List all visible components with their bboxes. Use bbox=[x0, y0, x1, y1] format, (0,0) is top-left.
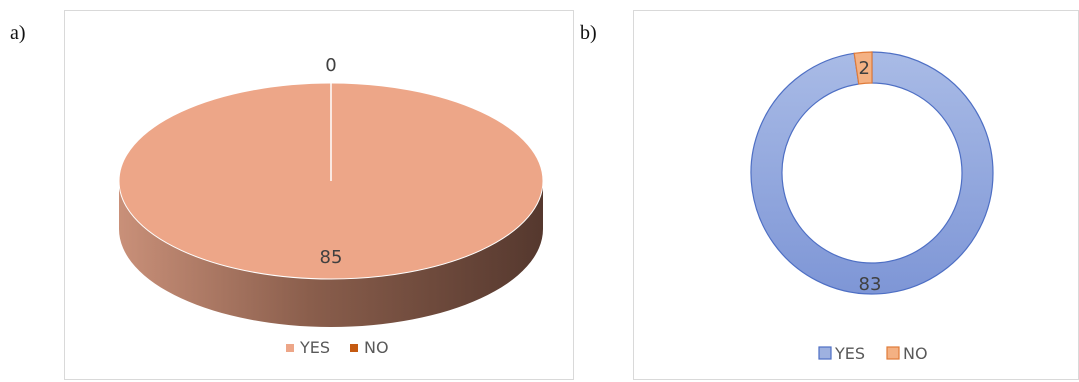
legend-label-no: NO bbox=[903, 344, 928, 363]
legend-swatch-yes bbox=[286, 344, 294, 352]
panel-label-b: b) bbox=[580, 22, 597, 44]
data-label-yes: 83 bbox=[859, 274, 882, 295]
chart-b-frame: 83 2 YES NO bbox=[633, 10, 1079, 380]
chart-b-doughnut: 83 2 YES NO bbox=[750, 51, 994, 363]
data-label-no: 0 bbox=[325, 55, 336, 76]
pie-side-wall bbox=[119, 181, 543, 327]
ring-slice-yes bbox=[750, 51, 994, 295]
legend-swatch-no bbox=[886, 346, 900, 360]
chart-a-3d-pie: 85 0 YES NO bbox=[118, 55, 544, 357]
chart-a-frame: 85 0 YES NO bbox=[64, 10, 574, 380]
data-label-yes: 85 bbox=[320, 247, 343, 268]
legend-label-yes: YES bbox=[834, 344, 865, 363]
data-label-no: 2 bbox=[858, 58, 869, 79]
ring-slice-no bbox=[853, 51, 873, 85]
panel-label-a: a) bbox=[10, 22, 26, 44]
legend-swatch-no bbox=[350, 344, 358, 352]
legend-label-yes: YES bbox=[299, 338, 330, 357]
legend-label-no: NO bbox=[364, 338, 389, 357]
legend-swatch-yes bbox=[818, 346, 832, 360]
